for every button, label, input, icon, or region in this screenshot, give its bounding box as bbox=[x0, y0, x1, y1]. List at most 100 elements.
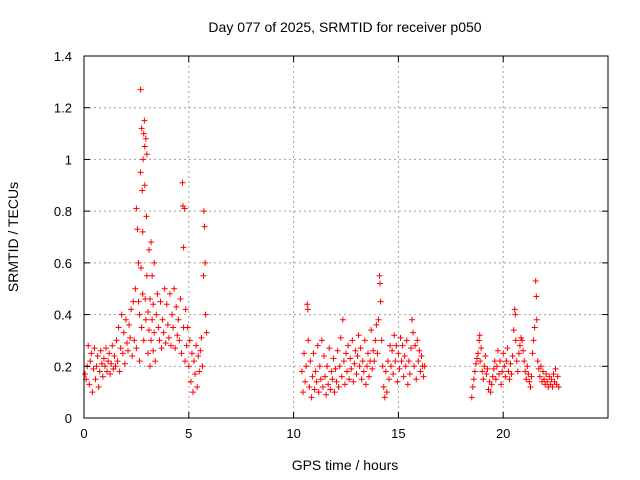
data-point bbox=[154, 290, 161, 297]
data-point bbox=[198, 334, 205, 341]
data-point bbox=[373, 321, 380, 328]
data-point bbox=[325, 381, 332, 388]
data-point bbox=[398, 358, 405, 365]
data-point bbox=[487, 389, 494, 396]
data-point bbox=[187, 378, 194, 385]
data-point bbox=[519, 337, 526, 344]
x-tick-label: 10 bbox=[286, 426, 300, 441]
data-point bbox=[180, 244, 187, 251]
data-point bbox=[118, 311, 125, 318]
data-point bbox=[109, 342, 116, 349]
data-point bbox=[395, 350, 402, 357]
data-point bbox=[496, 371, 503, 378]
data-point bbox=[92, 376, 99, 383]
data-point bbox=[82, 371, 89, 378]
data-point bbox=[414, 337, 421, 344]
data-point bbox=[347, 355, 354, 362]
data-point bbox=[165, 334, 172, 341]
data-point bbox=[400, 373, 407, 380]
data-point bbox=[301, 350, 308, 357]
data-point bbox=[380, 383, 387, 390]
data-point bbox=[121, 360, 128, 367]
data-point bbox=[176, 337, 183, 344]
data-point bbox=[300, 389, 307, 396]
data-point bbox=[120, 329, 127, 336]
data-point bbox=[421, 363, 428, 370]
data-point bbox=[540, 368, 547, 375]
data-point bbox=[103, 345, 110, 352]
data-point bbox=[494, 347, 501, 354]
data-point bbox=[193, 342, 200, 349]
data-point bbox=[138, 324, 145, 331]
data-point bbox=[86, 381, 93, 388]
data-point bbox=[474, 355, 480, 362]
data-point bbox=[404, 381, 411, 388]
data-point bbox=[178, 350, 185, 357]
data-point bbox=[410, 329, 417, 336]
data-point bbox=[482, 352, 489, 359]
data-points bbox=[82, 86, 562, 401]
data-point bbox=[100, 355, 107, 362]
data-point bbox=[339, 316, 346, 323]
data-point bbox=[135, 298, 142, 305]
data-point bbox=[513, 358, 520, 365]
data-point bbox=[368, 327, 375, 334]
chart-title: Day 077 of 2025, SRMTID for receiver p05… bbox=[208, 19, 481, 35]
data-point bbox=[197, 347, 204, 354]
data-point bbox=[137, 86, 144, 93]
data-point bbox=[186, 337, 193, 344]
data-point bbox=[471, 368, 478, 375]
data-point bbox=[477, 358, 484, 365]
data-point bbox=[356, 363, 363, 370]
data-point bbox=[155, 324, 162, 331]
y-tick-label: 0 bbox=[65, 411, 72, 426]
data-point bbox=[418, 352, 425, 359]
data-point bbox=[304, 301, 311, 308]
data-point bbox=[382, 368, 389, 375]
data-point bbox=[138, 265, 145, 272]
data-point bbox=[332, 365, 339, 372]
data-point bbox=[527, 383, 534, 390]
data-point bbox=[320, 352, 327, 359]
data-point bbox=[136, 358, 143, 365]
data-point bbox=[202, 259, 209, 266]
data-point bbox=[331, 389, 338, 396]
data-point bbox=[529, 350, 536, 357]
data-point bbox=[106, 350, 113, 357]
data-point bbox=[319, 383, 326, 390]
data-point bbox=[328, 368, 335, 375]
data-point bbox=[149, 272, 156, 279]
data-point bbox=[144, 350, 151, 357]
data-point bbox=[358, 376, 365, 383]
data-point bbox=[149, 316, 156, 323]
data-point bbox=[481, 363, 488, 370]
data-point bbox=[524, 363, 531, 370]
data-point bbox=[537, 363, 544, 370]
data-point bbox=[470, 376, 477, 383]
data-point bbox=[98, 360, 105, 367]
data-point bbox=[159, 316, 166, 323]
data-point bbox=[490, 365, 497, 372]
data-point bbox=[201, 223, 208, 230]
data-point bbox=[393, 342, 400, 349]
data-point bbox=[317, 376, 324, 383]
data-point bbox=[344, 368, 351, 375]
data-point bbox=[302, 378, 309, 385]
data-point bbox=[383, 389, 390, 396]
data-point bbox=[384, 358, 391, 365]
data-point bbox=[129, 352, 136, 359]
data-point bbox=[525, 371, 532, 378]
data-point bbox=[405, 358, 412, 365]
data-point bbox=[125, 347, 132, 354]
data-point bbox=[152, 358, 159, 365]
data-point bbox=[91, 345, 98, 352]
data-point bbox=[133, 345, 140, 352]
y-tick-labels: 0 0.2 0.4 0.6 0.8 1 1.2 1.4 bbox=[54, 49, 72, 426]
data-point bbox=[533, 316, 540, 323]
data-point bbox=[184, 324, 191, 331]
data-point bbox=[338, 373, 345, 380]
data-point bbox=[335, 383, 342, 390]
axis-ticks bbox=[83, 55, 608, 419]
data-point bbox=[472, 360, 479, 367]
data-point bbox=[412, 342, 419, 349]
